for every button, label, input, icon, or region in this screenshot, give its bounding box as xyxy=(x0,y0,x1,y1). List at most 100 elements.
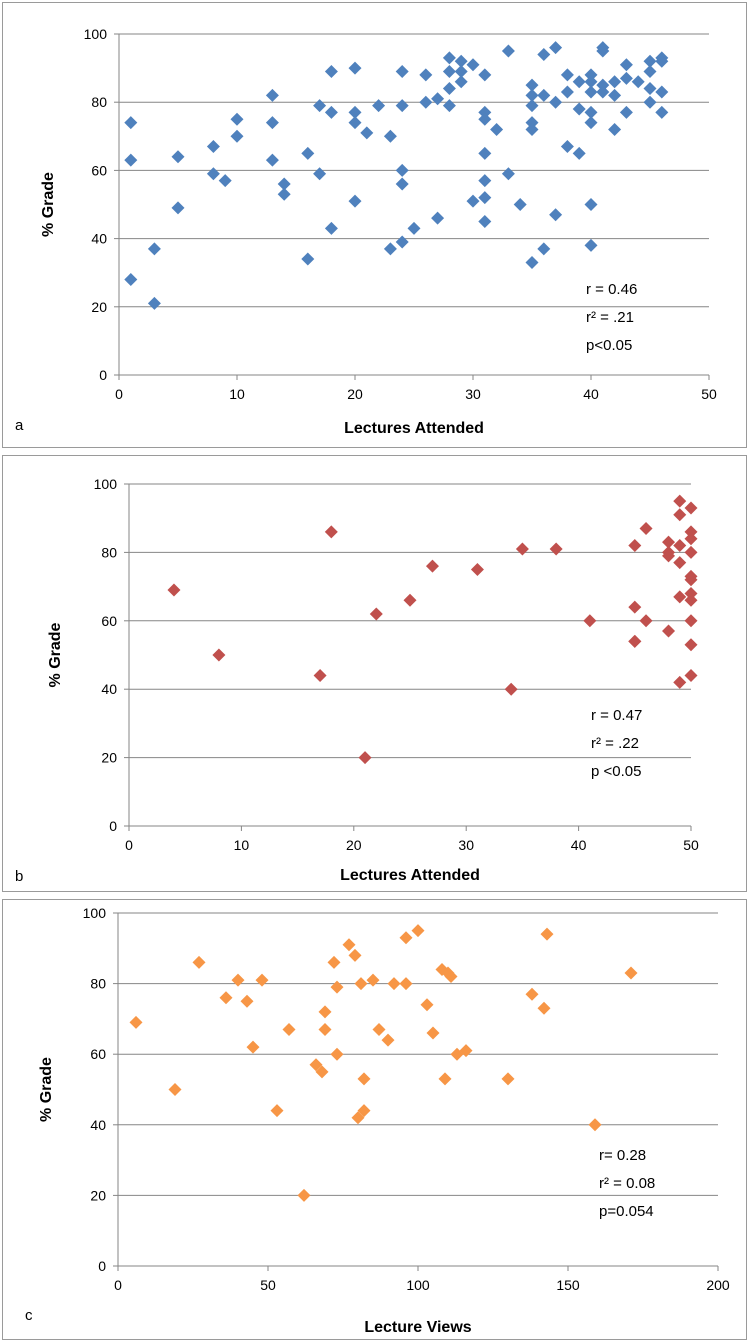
x-axis-title: Lectures Attended xyxy=(340,867,480,884)
data-point xyxy=(348,948,362,962)
data-point xyxy=(631,75,645,89)
data-point xyxy=(124,153,138,167)
data-point xyxy=(684,501,698,515)
data-point xyxy=(318,1022,332,1036)
data-point xyxy=(684,532,698,546)
data-point xyxy=(655,105,669,119)
data-point xyxy=(318,1005,332,1019)
data-point xyxy=(395,65,409,79)
data-point xyxy=(431,92,445,106)
data-point xyxy=(297,1188,311,1202)
data-point xyxy=(655,54,669,68)
data-point xyxy=(584,75,598,89)
data-point xyxy=(639,614,653,628)
data-point xyxy=(478,112,492,126)
data-point xyxy=(525,78,539,92)
data-point xyxy=(608,88,622,102)
data-point xyxy=(426,1026,440,1040)
data-point xyxy=(351,1111,365,1125)
data-point xyxy=(643,65,657,79)
stats-annotation: p<0.05 xyxy=(586,337,632,354)
data-point xyxy=(246,1040,260,1054)
data-point xyxy=(673,556,687,570)
y-tick-label: 100 xyxy=(94,476,118,492)
data-point xyxy=(171,150,185,164)
y-axis-title: % Grade xyxy=(40,172,57,237)
x-tick-label: 0 xyxy=(114,1277,122,1293)
x-tick-label: 40 xyxy=(583,386,599,402)
data-point xyxy=(684,545,698,559)
data-point xyxy=(454,75,468,89)
y-tick-label: 80 xyxy=(91,94,107,110)
data-point xyxy=(265,153,279,167)
chart-svg: 0 20 40 60 80 100 0 10 20 30 40 50 Lectures Attended… xyxy=(15,476,699,885)
y-tick-label: 80 xyxy=(101,544,117,560)
x-tick-label: 150 xyxy=(556,1277,580,1293)
data-point xyxy=(584,68,598,82)
data-point xyxy=(662,549,676,563)
data-point xyxy=(129,1015,143,1029)
scatter-panel-a: 0 20 40 60 80 100 0 10 20 30 40 50 Lectures Attended… xyxy=(2,2,747,448)
panel-letter: a xyxy=(15,417,24,434)
data-point xyxy=(525,122,539,136)
data-point xyxy=(537,242,551,256)
stats-annotation: r² = .21 xyxy=(586,309,634,326)
x-tick-label: 50 xyxy=(701,386,717,402)
data-point xyxy=(372,99,386,113)
y-tick-label: 40 xyxy=(91,231,107,247)
stats-annotation: r² = 0.08 xyxy=(599,1175,655,1192)
data-point xyxy=(212,648,226,662)
data-point xyxy=(684,573,698,587)
data-point xyxy=(357,1072,371,1086)
data-point xyxy=(282,1022,296,1036)
data-point xyxy=(360,126,374,140)
data-point xyxy=(673,494,687,508)
y-tick-label: 60 xyxy=(101,613,117,629)
stats-annotation: p <0.05 xyxy=(591,763,641,780)
data-point xyxy=(478,174,492,188)
data-point xyxy=(265,116,279,130)
data-point xyxy=(383,242,397,256)
y-tick-label: 80 xyxy=(90,976,106,992)
data-point xyxy=(419,68,433,82)
data-point xyxy=(255,973,269,987)
y-tick-label: 0 xyxy=(109,818,117,834)
data-point xyxy=(277,177,291,191)
data-point xyxy=(399,977,413,991)
panel-letter: b xyxy=(15,868,23,885)
data-point xyxy=(584,116,598,130)
data-point xyxy=(584,85,598,99)
y-tick-label: 100 xyxy=(84,26,108,42)
data-point xyxy=(372,1022,386,1036)
data-point xyxy=(639,521,653,535)
data-point xyxy=(655,85,669,99)
data-point xyxy=(381,1033,395,1047)
data-point xyxy=(684,525,698,539)
data-point xyxy=(383,129,397,143)
x-axis-title: Lectures Attended xyxy=(344,420,484,437)
data-point xyxy=(240,994,254,1008)
y-tick-label: 100 xyxy=(83,905,107,921)
data-point xyxy=(171,201,185,215)
data-point xyxy=(478,105,492,119)
x-tick-label: 10 xyxy=(234,837,250,853)
data-point xyxy=(549,542,563,556)
data-point xyxy=(358,751,372,765)
data-point xyxy=(348,194,362,208)
data-point xyxy=(442,99,456,113)
data-point xyxy=(608,122,622,136)
data-point xyxy=(583,614,597,628)
data-point xyxy=(124,116,138,130)
data-point xyxy=(478,68,492,82)
data-point xyxy=(313,669,327,683)
data-point xyxy=(369,607,383,621)
data-point xyxy=(513,198,527,211)
data-point xyxy=(572,102,586,116)
data-point xyxy=(572,75,586,89)
data-point xyxy=(525,88,539,102)
data-point xyxy=(206,140,220,154)
data-point xyxy=(348,61,362,75)
data-point xyxy=(399,931,413,945)
data-point xyxy=(525,116,539,130)
data-point xyxy=(459,1044,473,1058)
